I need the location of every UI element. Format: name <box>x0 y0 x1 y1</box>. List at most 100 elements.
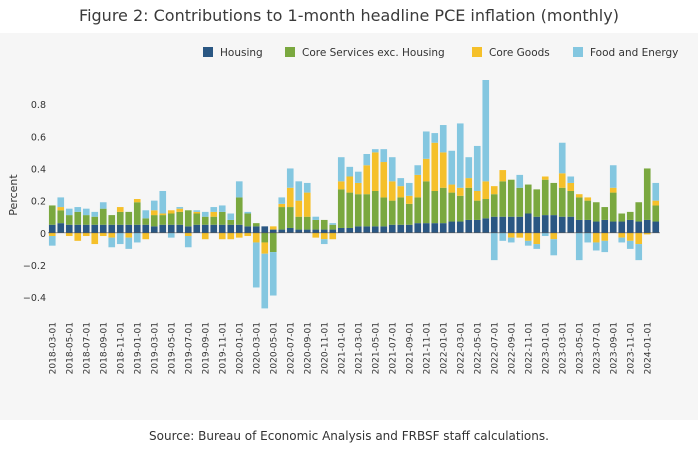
bar-segment <box>312 219 320 230</box>
bar-segment <box>439 187 447 224</box>
bar-segment <box>516 216 524 233</box>
bar-segment <box>227 219 235 225</box>
bar-segment <box>269 229 277 233</box>
bar-segment <box>541 176 549 180</box>
bar-segment <box>252 242 260 288</box>
bar-segment <box>507 237 515 243</box>
bar-segment <box>643 232 651 235</box>
bar-segment <box>618 221 626 233</box>
x-tick-label: 2023-07-01 <box>592 322 602 374</box>
legend-swatch <box>472 47 482 57</box>
bar-segment <box>82 224 90 233</box>
bar-segment <box>159 213 167 216</box>
bar-segment <box>210 224 218 233</box>
bar-segment <box>235 181 243 198</box>
bar-segment <box>286 187 294 208</box>
bar-segment <box>609 192 617 222</box>
bar-segment <box>261 232 269 243</box>
chart-title: Figure 2: Contributions to 1-month headl… <box>79 6 619 25</box>
bar-segment <box>439 152 447 188</box>
bar-segment <box>550 239 558 256</box>
bar-segment <box>116 232 124 245</box>
bar-segment <box>133 232 141 243</box>
x-tick-label: 2022-05-01 <box>473 322 483 374</box>
bar-segment <box>388 200 396 225</box>
bar-segment <box>329 223 337 225</box>
y-tick-label: 0.4 <box>31 164 46 175</box>
bar-segment <box>303 229 311 233</box>
bar-segment <box>201 216 209 225</box>
bar-segment <box>48 236 56 246</box>
bar-segment <box>499 216 507 233</box>
bar-segment <box>626 211 634 220</box>
bar-segment <box>65 232 73 237</box>
bar-segment <box>320 219 328 230</box>
bar-segment <box>499 232 507 241</box>
y-tick-label: −0.4 <box>23 293 46 304</box>
bar-segment <box>269 226 277 230</box>
x-tick-label: 2019-01-01 <box>133 322 143 374</box>
bar-segment <box>99 208 107 225</box>
bar-segment <box>116 211 124 225</box>
x-tick-label: 2023-01-01 <box>541 322 551 374</box>
bar-segment <box>57 207 65 211</box>
bar-segment <box>448 184 456 193</box>
bar-segment <box>516 232 524 238</box>
bar-segment <box>456 195 464 222</box>
bar-segment <box>320 229 328 233</box>
bar-segment <box>482 181 490 200</box>
bar-segment <box>618 232 626 238</box>
bar-segment <box>439 223 447 233</box>
bar-segment <box>176 208 184 212</box>
y-axis-label: Percent <box>7 174 20 216</box>
bar-segment <box>431 190 439 224</box>
bar-segment <box>108 215 116 225</box>
bar-segment <box>456 221 464 233</box>
x-tick-label: 2023-05-01 <box>575 322 585 374</box>
chart-source: Source: Bureau of Economic Analysis and … <box>149 429 549 443</box>
y-tick-label: 0.8 <box>31 100 46 111</box>
bar-segment <box>524 184 532 214</box>
x-tick-label: 2022-09-01 <box>507 322 517 374</box>
bar-segment <box>108 224 116 233</box>
bar-segment <box>329 224 337 230</box>
bar-segment <box>575 232 583 261</box>
bar-segment <box>388 181 396 201</box>
bar-segment <box>499 181 507 217</box>
bar-segment <box>380 226 388 233</box>
bar-segment <box>286 227 294 233</box>
x-tick-label: 2022-03-01 <box>456 322 466 374</box>
bar-segment <box>363 153 371 166</box>
bar-segment <box>609 165 617 188</box>
bar-segment <box>592 221 600 233</box>
bar-segment <box>456 123 464 188</box>
bar-segment <box>125 237 133 249</box>
bar-segment <box>218 232 226 240</box>
bar-segment <box>567 182 575 191</box>
bar-segment <box>635 232 643 245</box>
x-tick-label: 2019-05-01 <box>167 322 177 374</box>
bar-segment <box>601 232 609 241</box>
bar-segment <box>626 232 634 241</box>
bar-segment <box>405 203 413 225</box>
bar-segment <box>473 145 481 191</box>
bar-segment <box>448 221 456 233</box>
bar-segment <box>541 179 549 216</box>
x-tick-label: 2018-03-01 <box>48 322 58 374</box>
bar-segment <box>388 224 396 233</box>
bar-segment <box>74 207 82 212</box>
bar-segment <box>184 232 192 237</box>
bar-segment <box>354 226 362 233</box>
bar-segment <box>507 232 515 238</box>
bar-segment <box>210 216 218 225</box>
bar-segment <box>303 216 311 230</box>
bar-segment <box>371 152 379 191</box>
bar-segment <box>363 226 371 233</box>
bar-segment <box>601 207 609 220</box>
y-tick-label: 0 <box>40 229 46 240</box>
bar-segment <box>473 219 481 233</box>
bar-segment <box>210 211 218 217</box>
x-tick-label: 2018-07-01 <box>82 322 92 374</box>
bar-segment <box>125 211 133 225</box>
